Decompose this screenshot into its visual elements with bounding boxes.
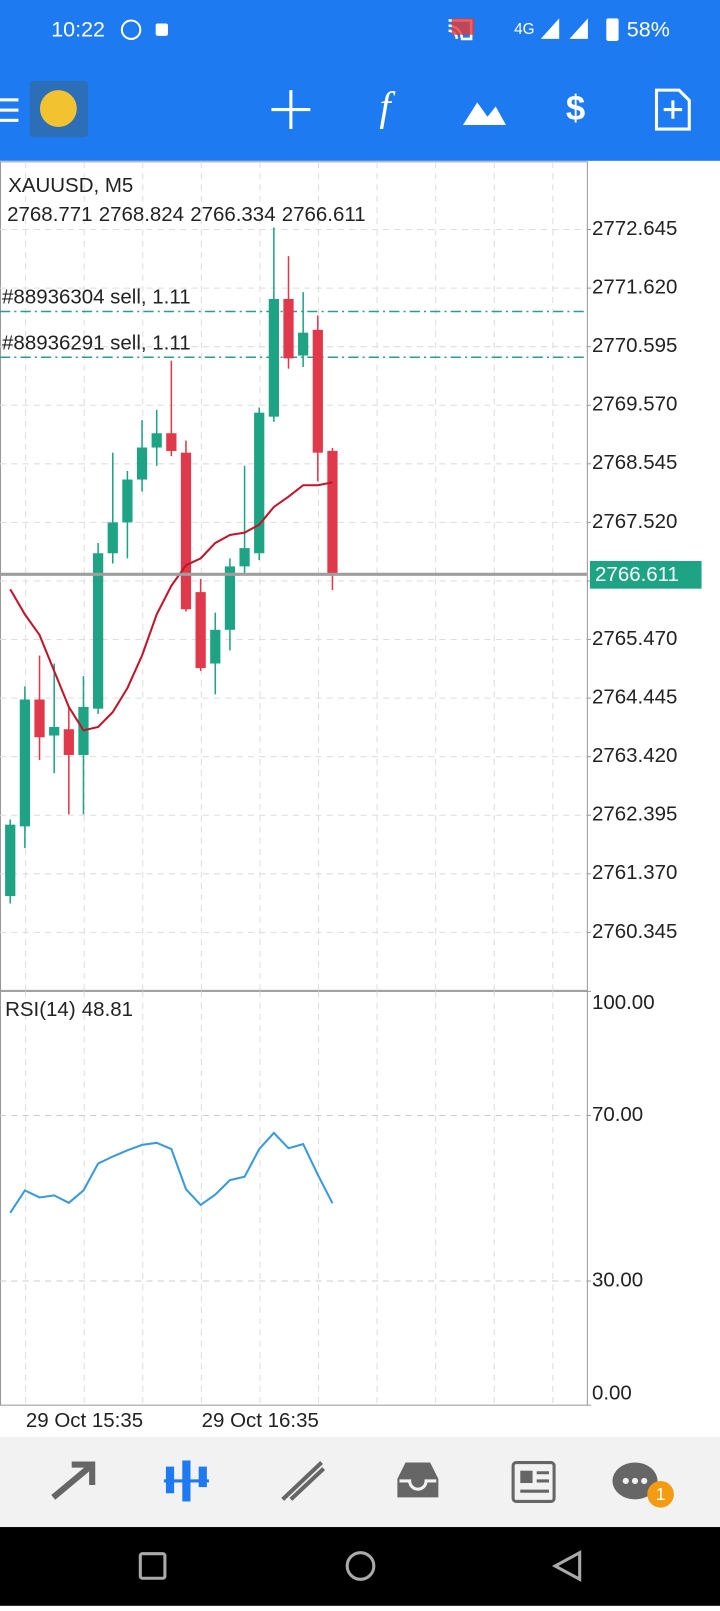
ohlc-value: 2766.611 — [282, 204, 366, 227]
y-tick-label: 100.00 — [592, 991, 655, 1014]
candle-body — [136, 447, 148, 480]
x-tick-label: 29 Oct 16:35 — [202, 1409, 319, 1432]
app-header — [0, 0, 720, 161]
candle-body — [268, 298, 279, 417]
status-icon — [120, 19, 142, 40]
candle-body — [19, 699, 31, 827]
bottom-nav — [0, 1436, 720, 1528]
candle-body — [107, 522, 118, 554]
status-time: 10:22 — [51, 17, 105, 41]
crosshair-button[interactable] — [271, 90, 311, 130]
y-tick-label: 70.00 — [592, 1103, 643, 1126]
cast-icon — [451, 18, 475, 35]
y-tick-label: 2764.445 — [592, 686, 677, 709]
trade-tab[interactable] — [281, 1461, 326, 1501]
chart-tab[interactable] — [163, 1460, 209, 1502]
candle-body — [298, 332, 309, 356]
indicator-title: RSI(14) 48.81 — [5, 998, 133, 1021]
signal-icon — [540, 18, 588, 39]
app-logo — [39, 90, 77, 127]
quotes-tab[interactable] — [51, 1461, 96, 1500]
candle-body — [34, 699, 45, 738]
y-tick-label: 0.00 — [592, 1381, 632, 1404]
ohlc-value: 2768.824 — [99, 204, 184, 227]
y-tick-label: 2768.545 — [592, 451, 677, 474]
candle-body — [63, 729, 74, 755]
trade-button[interactable]: $ — [566, 89, 585, 128]
news-tab[interactable] — [511, 1460, 556, 1503]
recents-button[interactable] — [138, 1552, 167, 1580]
candle-body — [49, 726, 60, 736]
candle-body — [180, 452, 192, 610]
home-button[interactable] — [345, 1551, 376, 1581]
y-tick-label: 2763.420 — [592, 744, 677, 767]
candle-body — [239, 548, 250, 567]
candle-body — [327, 450, 338, 575]
new-order-button[interactable] — [654, 88, 691, 131]
indicator-name: RSI(14) — [5, 998, 76, 1021]
indicator-value: 48.81 — [82, 998, 133, 1021]
candle-body — [166, 433, 177, 451]
candle-body — [5, 824, 16, 897]
order-label: #88936304 sell, 1.11 — [2, 286, 191, 309]
candle-body — [92, 553, 104, 709]
y-tick-label: 2772.645 — [592, 217, 677, 240]
history-tab[interactable] — [397, 1462, 439, 1498]
rsi-line — [9, 1131, 334, 1214]
ohlc-header: 2768.771 2768.824 2766.334 2766.611 — [7, 204, 365, 227]
rsi-pane — [0, 990, 588, 1406]
y-tick-label: 2769.570 — [592, 393, 677, 416]
network-type: 4G — [514, 21, 535, 38]
price-pane — [0, 161, 588, 991]
menu-button[interactable] — [0, 98, 19, 122]
x-tick-label: 29 Oct 15:35 — [26, 1409, 143, 1432]
status-icon — [155, 23, 168, 36]
candle-body — [122, 479, 133, 523]
price-tag — [589, 561, 702, 589]
y-tick-label: 2771.620 — [592, 276, 677, 299]
android-nav — [0, 1527, 720, 1606]
ohlc-value: 2766.334 — [190, 204, 275, 227]
y-tick-label: 2760.345 — [592, 920, 677, 943]
battery-level: 58% — [627, 17, 670, 41]
y-tick-label: 2770.595 — [592, 334, 677, 357]
badge — [647, 1480, 674, 1508]
objects-button[interactable] — [462, 102, 506, 125]
y-tick-label: 2762.395 — [592, 803, 677, 826]
candle-body — [210, 629, 221, 664]
y-tick-label: 2767.520 — [592, 510, 677, 533]
candle-body — [312, 329, 323, 453]
symbol-title: XAUUSD, M5 — [8, 174, 133, 197]
ohlc-value: 2768.771 — [7, 204, 92, 227]
moving-average — [9, 481, 333, 732]
battery-icon — [606, 18, 619, 41]
y-tick-label: 30.00 — [592, 1268, 643, 1291]
badge-count: 1 — [656, 1484, 666, 1504]
chat-tab[interactable] — [612, 1462, 658, 1500]
candle-body — [254, 412, 265, 554]
candle-body — [151, 433, 162, 448]
order-label: #88936291 sell, 1.11 — [2, 331, 191, 354]
y-tick-label: 2761.370 — [592, 861, 677, 884]
price-tag-label: 2766.611 — [595, 563, 679, 586]
candle-body — [224, 566, 236, 630]
back-button[interactable] — [551, 1550, 582, 1582]
candle-body — [195, 592, 206, 669]
y-tick-label: 2765.470 — [592, 627, 677, 650]
chart-layer: 2772.645 2771.620 2770.595 2769.570 2768.545… — [0, 161, 702, 1432]
candle-body — [283, 298, 294, 359]
